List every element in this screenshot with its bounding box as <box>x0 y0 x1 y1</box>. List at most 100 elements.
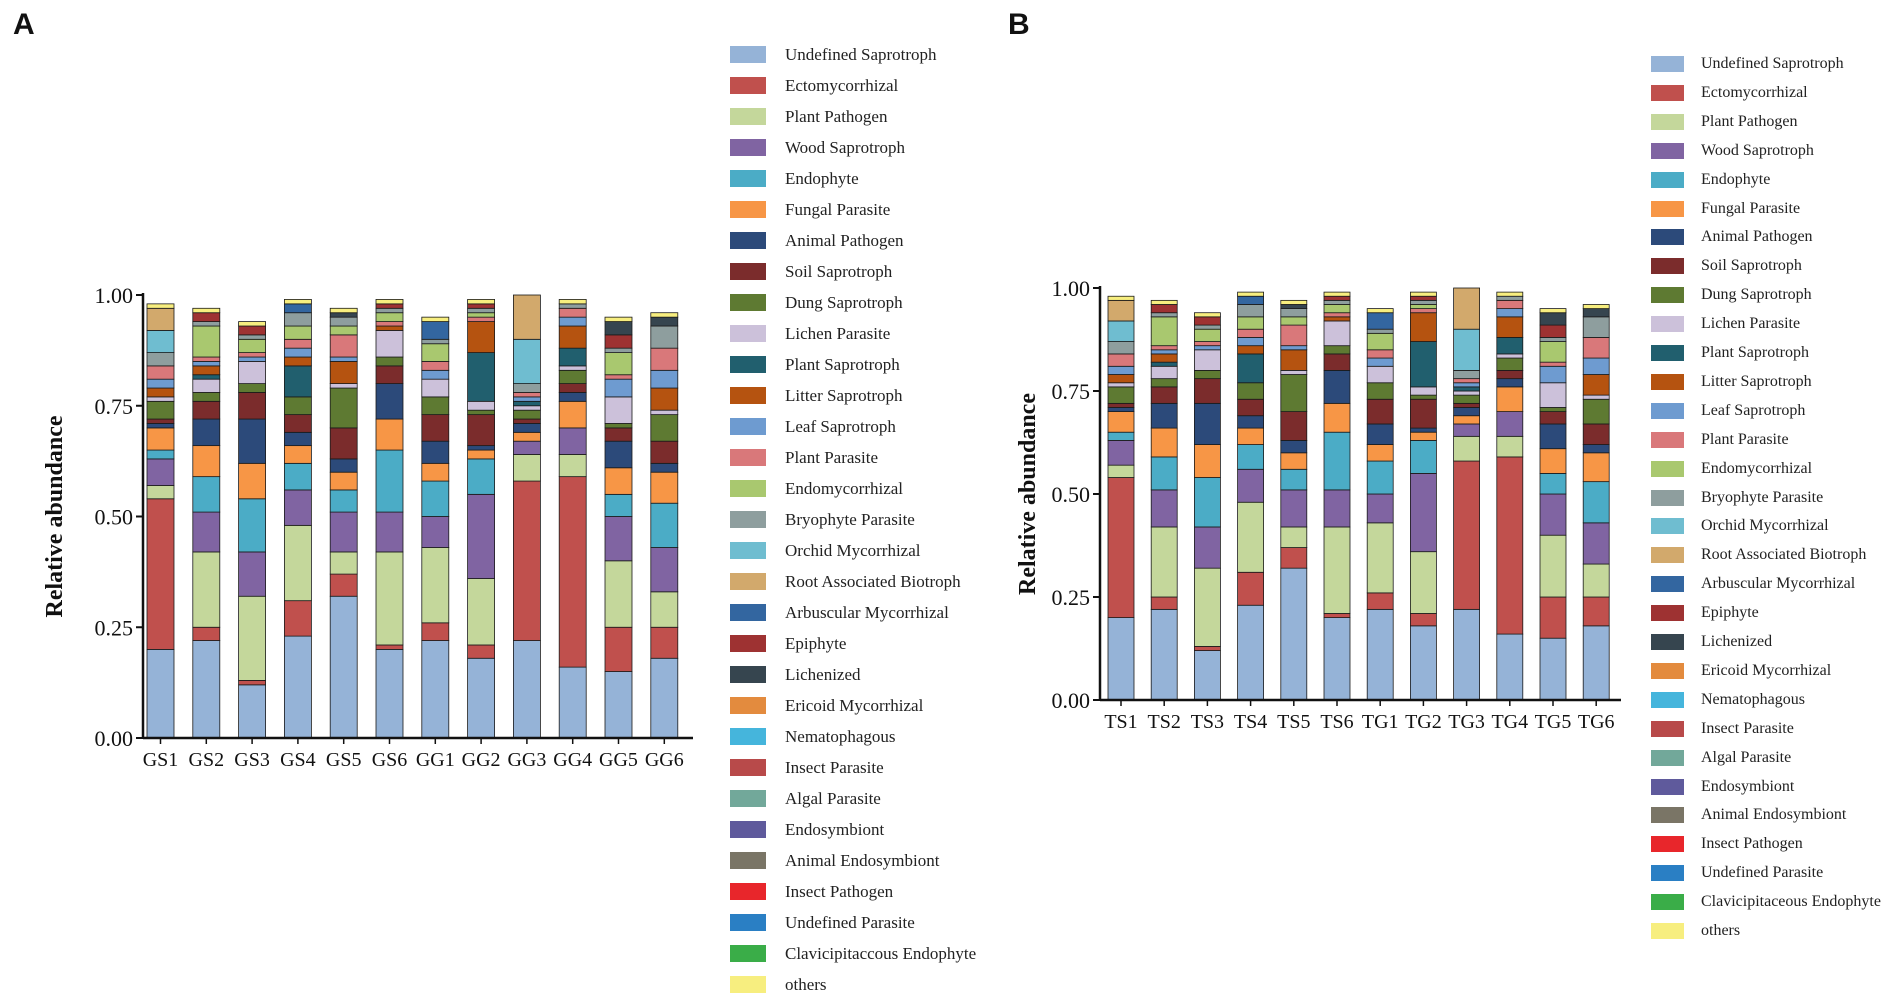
bar-segment <box>513 640 541 739</box>
legend-swatch <box>730 46 766 63</box>
bar-segment <box>1323 320 1351 347</box>
bar-segment <box>1237 501 1264 573</box>
bar-segment <box>1496 308 1524 318</box>
bar-segment <box>650 657 679 739</box>
legend-label: Animal Endosymbiont <box>785 851 940 870</box>
bar-segment <box>1107 440 1135 466</box>
legend-swatch <box>1651 807 1684 824</box>
bar-segment <box>192 445 221 478</box>
bar-segment <box>558 400 587 429</box>
bar-segment <box>329 595 358 739</box>
legend-swatch <box>1651 316 1684 333</box>
bar-segment <box>513 480 541 641</box>
y-axis-label: Relative abundance <box>42 415 68 617</box>
bar-segment <box>1582 398 1610 425</box>
legend-swatch <box>730 635 766 652</box>
legend-label: Litter Saprotroph <box>785 386 903 405</box>
bar-segment <box>1237 444 1264 470</box>
bar-segment <box>1582 308 1610 318</box>
bar-segment <box>1366 365 1394 384</box>
bar-segment <box>1194 324 1221 330</box>
legend-label: Soil Saprotroph <box>785 262 893 281</box>
legend-label: Algal Parasite <box>785 789 881 808</box>
bar-segment <box>1150 489 1178 528</box>
bar-segment <box>558 476 587 668</box>
bar-segment <box>1237 291 1264 297</box>
bar-segment <box>1539 472 1567 495</box>
bar-segment <box>1496 369 1524 380</box>
legend-swatch <box>730 821 766 838</box>
legend-label: Ericoid Mycorrhizal <box>785 696 924 715</box>
bar-segment <box>1539 448 1567 474</box>
bar-segment <box>1280 489 1308 528</box>
bar-segment <box>1323 402 1351 433</box>
bar-segment <box>1453 402 1480 408</box>
bar-segment <box>1453 328 1480 371</box>
legend-label: Endophyte <box>785 169 859 188</box>
legend-label: Orchid Mycorrhizal <box>1701 517 1829 535</box>
x-tick-label: GS5 <box>326 749 362 771</box>
legend-label: Ericoid Mycorrhizal <box>1701 661 1832 679</box>
legend-swatch <box>730 418 766 435</box>
bar-segment <box>1150 456 1178 491</box>
legend-swatch <box>730 387 766 404</box>
bar-segment <box>1366 332 1394 351</box>
bar-segment <box>1107 353 1135 367</box>
bar-segment <box>375 551 404 646</box>
bar-segment <box>1107 617 1135 701</box>
y-tick-label: 0.00 <box>95 726 134 751</box>
bar-segment <box>1107 374 1135 384</box>
legend-label: Plant Parasite <box>1701 430 1789 448</box>
bar-segment <box>1237 468 1264 503</box>
bar-segment <box>1194 526 1221 569</box>
bar-segment <box>1453 435 1480 462</box>
legend-swatch <box>1651 287 1684 304</box>
bar-segment <box>375 449 404 513</box>
legend-swatch <box>730 511 766 528</box>
bar-segment <box>1366 312 1394 330</box>
legend-label: Clavicipitaceous Endophyte <box>1701 893 1881 911</box>
bar-segment <box>1194 341 1221 347</box>
bar-segment <box>329 387 358 429</box>
bar-segment <box>1150 353 1178 363</box>
legend-swatch <box>730 914 766 931</box>
legend-swatch <box>730 790 766 807</box>
bar-segment <box>192 418 221 447</box>
legend-swatch <box>1651 662 1684 679</box>
bar-segment <box>1150 361 1178 367</box>
legend-label: Lichenized <box>785 665 861 684</box>
legend-swatch <box>730 945 766 962</box>
legend-swatch <box>730 356 766 373</box>
bar-segment <box>1280 308 1308 318</box>
bar-segment <box>1237 304 1264 318</box>
x-tick-label: GG5 <box>599 749 638 771</box>
bar-segment <box>329 511 358 553</box>
bar-segment <box>1280 369 1308 375</box>
legend-swatch <box>1651 634 1684 650</box>
bar-segment <box>1410 341 1437 388</box>
legend-swatch <box>1651 691 1684 708</box>
bar-segment <box>1582 596 1610 627</box>
bar-segment <box>238 684 267 739</box>
bar-segment <box>1107 411 1135 433</box>
x-tick-label: TS6 <box>1320 711 1353 733</box>
bar-segment <box>1582 481 1610 524</box>
bar-segment <box>283 365 312 398</box>
bar-segment <box>1366 423 1394 445</box>
bar-segment <box>421 316 450 322</box>
bar-segment <box>329 307 358 314</box>
legend-label: Root Associated Biotroph <box>1701 546 1867 564</box>
bar-segment <box>1496 456 1524 635</box>
bar-segment <box>329 427 358 460</box>
legend-swatch <box>1651 373 1684 390</box>
bar-segment <box>1237 337 1264 347</box>
legend-swatch <box>730 232 766 249</box>
legend-label: Nematophagous <box>1701 690 1805 708</box>
legend-swatch <box>1651 113 1684 130</box>
bar-segment <box>1323 353 1351 371</box>
bar-segment <box>238 498 267 553</box>
bar-segment <box>604 440 633 469</box>
legend-label: Epiphyte <box>785 634 847 653</box>
bar-segment <box>1582 563 1610 598</box>
bar-segment <box>604 626 633 672</box>
